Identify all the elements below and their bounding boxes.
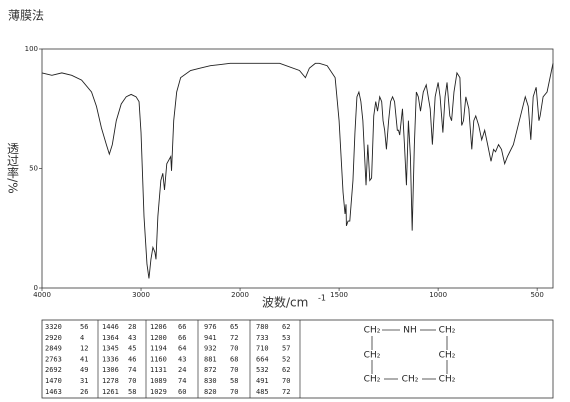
peak-transmittance: 66 (178, 323, 186, 331)
y-tick-label: 100 (25, 45, 38, 53)
peak-transmittance: 62 (282, 323, 290, 331)
plot-frame (41, 48, 554, 289)
peak-wavenumber: 733 (256, 334, 269, 342)
peak-transmittance: 60 (178, 388, 186, 396)
table-separators (97, 320, 301, 398)
peak-wavenumber: 820 (204, 388, 217, 396)
peak-transmittance: 56 (80, 323, 88, 331)
peak-transmittance: 49 (80, 366, 88, 374)
peak-transmittance: 74 (178, 377, 186, 385)
table-frame (41, 319, 554, 399)
structure-bonds (371, 329, 448, 380)
peak-wavenumber: 1470 (45, 377, 62, 385)
peak-transmittance: 12 (80, 345, 88, 353)
peak-transmittance: 70 (230, 388, 238, 396)
peak-transmittance: 72 (282, 388, 290, 396)
peak-transmittance: 74 (128, 366, 136, 374)
y-tick-label: 0 (34, 284, 38, 292)
peak-wavenumber: 3320 (45, 323, 62, 331)
x-tick-label: 4000 (33, 291, 51, 299)
peak-wavenumber: 1131 (150, 366, 167, 374)
peak-wavenumber: 485 (256, 388, 269, 396)
peak-wavenumber: 1200 (150, 334, 167, 342)
peak-wavenumber: 780 (256, 323, 269, 331)
peak-wavenumber: 1278 (102, 377, 119, 385)
x-tick-label: 1000 (429, 291, 447, 299)
peak-wavenumber: 830 (204, 377, 217, 385)
structure-atom: CH₂ (364, 375, 381, 385)
peak-wavenumber: 2763 (45, 355, 62, 363)
peak-transmittance: 28 (128, 323, 136, 331)
peak-wavenumber: 1206 (150, 323, 167, 331)
peak-wavenumber: 1446 (102, 323, 119, 331)
x-tick-label: 500 (530, 291, 543, 299)
chart-title: 薄膜法 (8, 8, 44, 23)
peak-transmittance: 70 (282, 377, 290, 385)
peak-wavenumber: 941 (204, 334, 217, 342)
peak-transmittance: 4 (80, 334, 84, 342)
peak-transmittance: 26 (80, 388, 88, 396)
peak-wavenumber: 2920 (45, 334, 62, 342)
peak-wavenumber: 2692 (45, 366, 62, 374)
peak-wavenumber: 976 (204, 323, 217, 331)
peak-transmittance: 41 (80, 355, 88, 363)
peak-wavenumber: 1194 (150, 345, 167, 353)
peak-wavenumber: 1364 (102, 334, 119, 342)
peak-transmittance: 24 (178, 366, 186, 374)
x-axis-label: 波数/cm (262, 295, 308, 310)
peak-transmittance: 45 (128, 345, 136, 353)
peak-transmittance: 64 (178, 345, 186, 353)
peak-wavenumber: 664 (256, 355, 269, 363)
peak-transmittance: 58 (128, 388, 136, 396)
peak-transmittance: 68 (230, 355, 238, 363)
structure-atom: CH₂ (439, 326, 456, 336)
peak-wavenumber: 491 (256, 377, 269, 385)
x-tick-label: 2000 (231, 291, 249, 299)
peak-transmittance: 46 (128, 355, 136, 363)
peak-wavenumber: 1336 (102, 355, 119, 363)
peak-transmittance: 70 (128, 377, 136, 385)
x-axis-label-exponent: -1 (318, 294, 326, 303)
peak-wavenumber: 532 (256, 366, 269, 374)
structure-atom: CH₂ (439, 375, 456, 385)
structure-atom: CH₂ (364, 351, 381, 361)
structure-atom: NH (403, 326, 417, 336)
peak-transmittance: 70 (230, 366, 238, 374)
peak-wavenumber: 710 (256, 345, 269, 353)
peak-transmittance: 62 (282, 366, 290, 374)
peak-transmittance: 52 (282, 355, 290, 363)
peak-transmittance: 70 (230, 345, 238, 353)
structure-atom: CH₂ (364, 326, 381, 336)
x-tick-label: 1500 (330, 291, 348, 299)
peak-wavenumber: 1345 (102, 345, 119, 353)
peak-wavenumber: 1029 (150, 388, 167, 396)
structure-atom: CH₂ (402, 375, 419, 385)
peak-wavenumber: 1463 (45, 388, 62, 396)
peak-transmittance: 43 (178, 355, 186, 363)
peak-wavenumber: 1306 (102, 366, 119, 374)
peak-wavenumber: 1089 (150, 377, 167, 385)
peak-wavenumber: 932 (204, 345, 217, 353)
peak-transmittance: 66 (178, 334, 186, 342)
peak-transmittance: 57 (282, 345, 290, 353)
peak-transmittance: 31 (80, 377, 88, 385)
peak-transmittance: 58 (230, 377, 238, 385)
peak-wavenumber: 872 (204, 366, 217, 374)
spectrum-line (41, 62, 554, 279)
peak-transmittance: 43 (128, 334, 136, 342)
peak-wavenumber: 1261 (102, 388, 119, 396)
y-tick-label: 50 (29, 165, 38, 173)
peak-wavenumber: 1160 (150, 355, 167, 363)
peak-wavenumber: 2849 (45, 345, 62, 353)
peak-transmittance: 53 (282, 334, 290, 342)
peak-transmittance: 72 (230, 334, 238, 342)
x-tick-label: 3000 (132, 291, 150, 299)
peak-wavenumber: 881 (204, 355, 217, 363)
structure-atom: CH₂ (439, 351, 456, 361)
y-axis-label: 透过率/% (6, 142, 20, 194)
peak-transmittance: 65 (230, 323, 238, 331)
